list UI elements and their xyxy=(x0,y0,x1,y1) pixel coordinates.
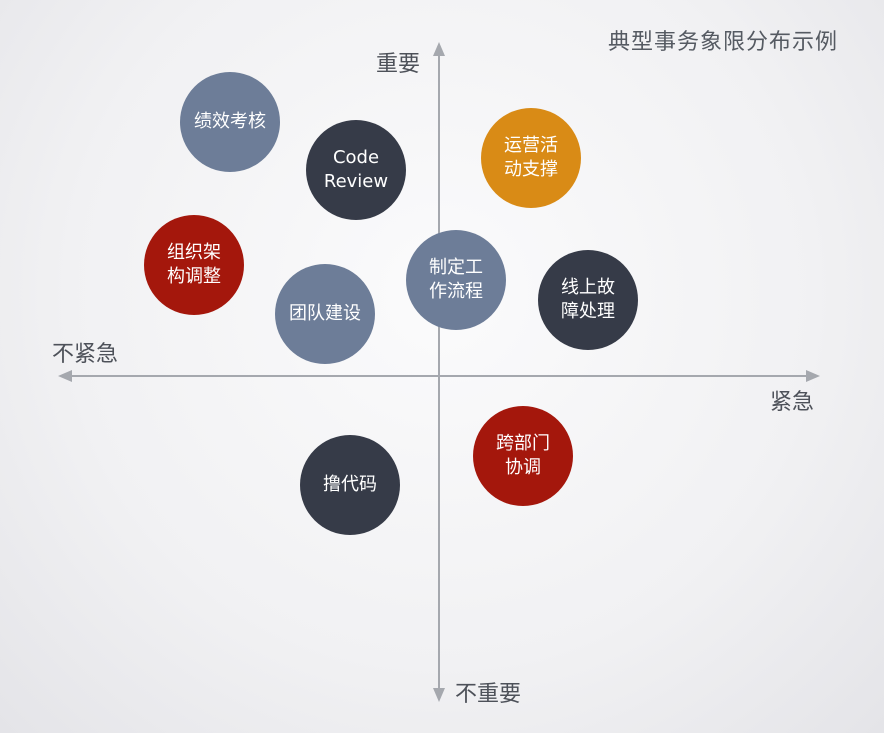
bubble-label: 团队建设 xyxy=(289,303,361,324)
bubble-workflow: 制定工 作流程 xyxy=(406,230,506,330)
axis-label-not-important: 不重要 xyxy=(455,682,522,707)
bubble-label: 撸代码 xyxy=(323,474,377,495)
bubble-coding: 撸代码 xyxy=(300,435,400,535)
axis-label-important: 重要 xyxy=(376,52,421,77)
arrow-up-icon xyxy=(433,42,445,56)
bubble-org-restructure: 组织架 构调整 xyxy=(144,215,244,315)
bubble-ops-support: 运营活 动支撑 xyxy=(481,108,581,208)
bubble-label: Code Review xyxy=(323,147,389,192)
arrow-left-icon xyxy=(58,370,72,382)
arrow-right-icon xyxy=(806,370,820,382)
bubble-code-review: Code Review xyxy=(306,120,406,220)
bubble-online-incident: 线上故 障处理 xyxy=(538,250,638,350)
bubble-label: 组织架 构调整 xyxy=(167,242,221,287)
diagram-title: 典型事务象限分布示例 xyxy=(607,30,838,55)
bubble-label: 制定工 作流程 xyxy=(429,257,483,302)
bubble-label: 绩效考核 xyxy=(194,111,266,132)
bubble-performance-review: 绩效考核 xyxy=(180,72,280,172)
bubble-label: 跨部门 协调 xyxy=(496,433,550,478)
axis-label-urgent: 紧急 xyxy=(770,390,815,415)
bubble-team-building: 团队建设 xyxy=(275,264,375,364)
arrow-down-icon xyxy=(433,688,445,702)
bubble-label: 运营活 动支撑 xyxy=(504,135,558,180)
bubble-cross-dept: 跨部门 协调 xyxy=(473,406,573,506)
axis-label-not-urgent: 不紧急 xyxy=(52,342,119,367)
bubble-label: 线上故 障处理 xyxy=(561,277,615,322)
